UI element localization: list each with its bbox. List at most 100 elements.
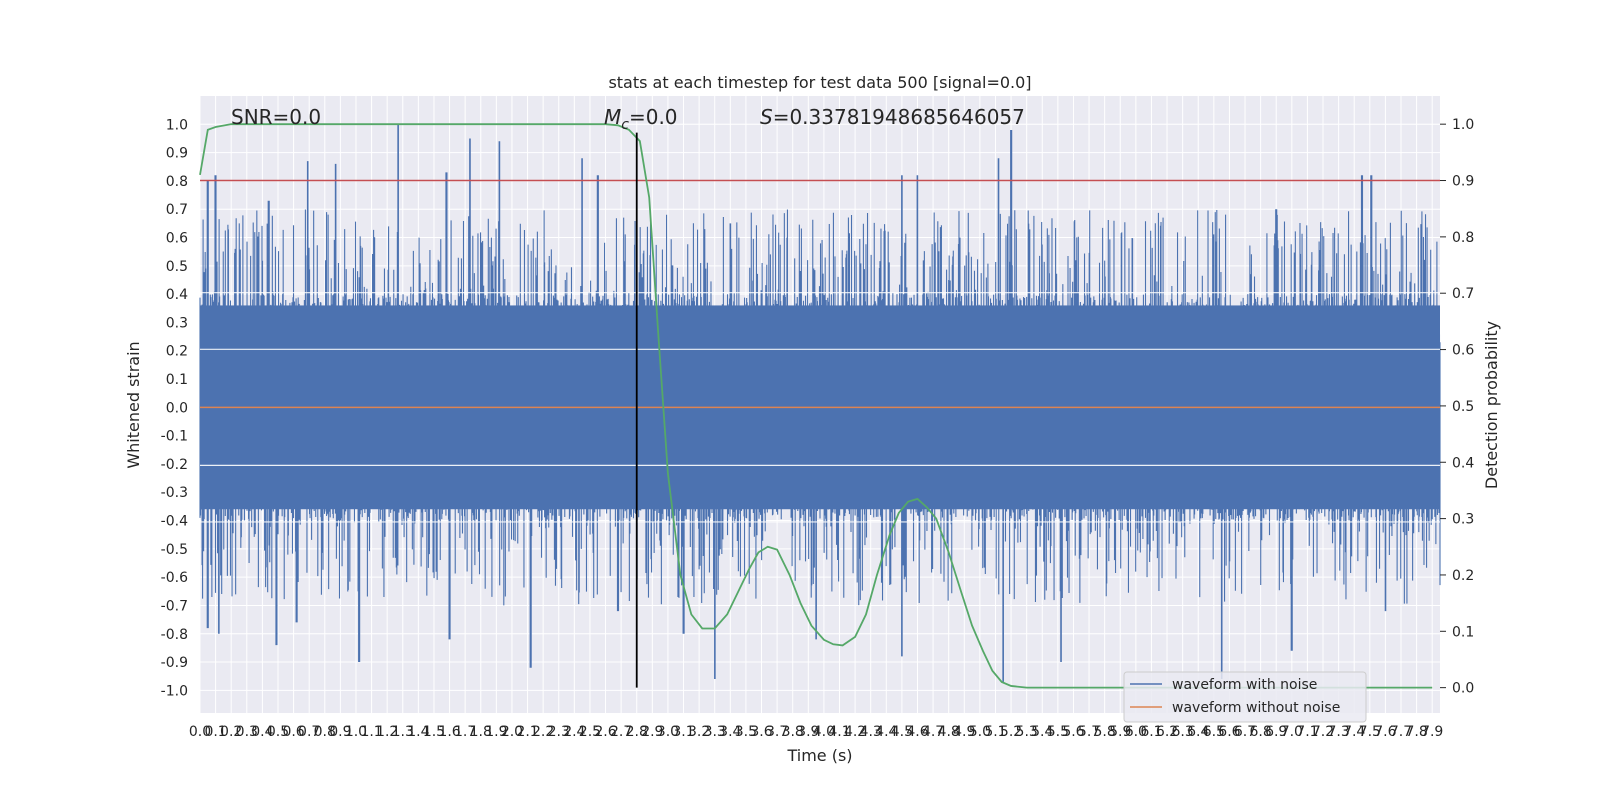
x-tick-label: 3.2 — [688, 724, 710, 740]
y2-tick-label: 0.9 — [1452, 174, 1474, 190]
x-tick-label: 4.5 — [891, 724, 913, 740]
x-tick-label: 4.7 — [922, 724, 944, 740]
series-detection-probability — [199, 123, 1433, 689]
x-tick-label: 2.3 — [548, 724, 570, 740]
x-tick-label: 3.9 — [797, 724, 819, 740]
x-tick-label: 4.0 — [813, 724, 835, 740]
legend: waveform with noise waveform without noi… — [1123, 671, 1367, 723]
x-tick-label: 0.6 — [282, 724, 304, 740]
x-tick-label: 0.3 — [236, 724, 258, 740]
x-tick-label: 2.7 — [610, 724, 632, 740]
y-tick-label: 0.5 — [166, 259, 188, 275]
y-tick-label: 0.7 — [166, 202, 188, 218]
x-tick-label: 0.7 — [298, 724, 320, 740]
y-tick-label: -0.4 — [161, 514, 188, 530]
x-tick-label: 1.5 — [423, 724, 445, 740]
x-tick-label: 0.1 — [204, 724, 226, 740]
y-tick-label: 0.4 — [166, 287, 188, 303]
y-tick-label: 0.0 — [166, 400, 188, 416]
x-tick-label: 6.1 — [1140, 724, 1162, 740]
legend-box — [1123, 671, 1367, 723]
x-tick-label: 5.5 — [1047, 724, 1069, 740]
x-tick-label: 1.1 — [360, 724, 382, 740]
y2-tick-label: 0.7 — [1452, 286, 1474, 302]
x-tick-label: 1.6 — [438, 724, 460, 740]
x-tick-label: 5.9 — [1109, 724, 1131, 740]
y2-tick-label: 0.4 — [1452, 455, 1474, 471]
y-tick-label: -0.2 — [161, 457, 188, 473]
y-tick-label: 0.9 — [166, 146, 188, 162]
x-tick-label: 4.9 — [953, 724, 975, 740]
x-tick-label: 5.6 — [1062, 724, 1084, 740]
x-tick-label: 4.6 — [906, 724, 928, 740]
x-tick-label: 2.4 — [563, 724, 585, 740]
x-tick-label: 6.6 — [1218, 724, 1240, 740]
y2-tick-label: 1.0 — [1452, 117, 1474, 133]
x-tick-label: 1.2 — [376, 724, 398, 740]
chart-title: stats at each timestep for test data 500… — [608, 73, 1031, 92]
x-tick-label: 0.9 — [329, 724, 351, 740]
x-tick-label: 6.2 — [1156, 724, 1178, 740]
x-tick-label: 5.7 — [1078, 724, 1100, 740]
x-tick-label: 7.4 — [1343, 724, 1365, 740]
x-tick-label: 5.0 — [969, 724, 991, 740]
y-tick-label: 0.6 — [166, 231, 188, 247]
x-tick-label: 1.8 — [470, 724, 492, 740]
legend-label-noise: waveform with noise — [1172, 677, 1317, 693]
x-tick-label: 7.1 — [1296, 724, 1318, 740]
y-tick-label: -0.6 — [161, 570, 188, 586]
lines — [199, 123, 1440, 689]
y2-tick-label: 0.5 — [1452, 399, 1474, 415]
x-tick-label: 7.9 — [1421, 724, 1443, 740]
y2-tick-label: 0.3 — [1452, 512, 1474, 528]
y2-tick-label: 0.8 — [1452, 230, 1474, 246]
x-tick-label: 7.3 — [1327, 724, 1349, 740]
x-tick-label: 4.2 — [844, 724, 866, 740]
x-tick-label: 0.5 — [267, 724, 289, 740]
x-tick-label: 2.8 — [626, 724, 648, 740]
x-tick-label: 6.8 — [1249, 724, 1271, 740]
x-tick-label: 3.3 — [704, 724, 726, 740]
x-tick-label: 6.9 — [1265, 724, 1287, 740]
x-tick-label: 2.0 — [501, 724, 523, 740]
x-tick-label: 4.1 — [828, 724, 850, 740]
x-tick-label: 3.7 — [766, 724, 788, 740]
y-tick-label: -1.0 — [161, 683, 188, 699]
x-tick-label: 5.4 — [1031, 724, 1053, 740]
x-tick-label: 2.6 — [594, 724, 616, 740]
y-tick-label: -0.9 — [161, 655, 188, 671]
y-tick-label: -0.1 — [161, 429, 188, 445]
x-tick-label: 7.7 — [1390, 724, 1412, 740]
x-tick-label: 3.1 — [672, 724, 694, 740]
x-tick-label: 0.2 — [220, 724, 242, 740]
x-tick-label: 1.4 — [407, 724, 429, 740]
x-tick-label: 0.8 — [314, 724, 336, 740]
x-tick-label: 4.4 — [875, 724, 897, 740]
y2-tick-label: 0.1 — [1452, 624, 1474, 640]
x-axis-label: Time (s) — [786, 746, 852, 765]
y-tick-label: 0.3 — [166, 315, 188, 331]
x-tick-label: 1.0 — [345, 724, 367, 740]
x-tick-label: 0.4 — [251, 724, 273, 740]
annotation-snr: SNR=0.0 — [231, 105, 321, 129]
y-tick-label: 0.1 — [166, 372, 188, 388]
x-tick-label: 3.4 — [719, 724, 741, 740]
x-tick-label: 2.2 — [532, 724, 554, 740]
x-tick-label: 3.5 — [735, 724, 757, 740]
y-tick-label: -0.3 — [161, 485, 188, 501]
x-tick-label: 1.7 — [454, 724, 476, 740]
y-tick-label: 0.8 — [166, 174, 188, 190]
x-tick-label: 3.8 — [782, 724, 804, 740]
y-axis-label: Whitened strain — [124, 341, 143, 468]
x-tick-label: 1.3 — [392, 724, 414, 740]
x-tick-label: 5.1 — [984, 724, 1006, 740]
x-tick-label: 4.8 — [938, 724, 960, 740]
x-tick-label: 6.7 — [1234, 724, 1256, 740]
x-tick-label: 5.2 — [1000, 724, 1022, 740]
y2-axis-label: Detection probability — [1482, 321, 1501, 489]
y-tick-label: -0.5 — [161, 542, 188, 558]
x-tick-label: 5.8 — [1094, 724, 1116, 740]
y2-tick-label: 0.6 — [1452, 343, 1474, 359]
x-tick-label: 2.5 — [579, 724, 601, 740]
